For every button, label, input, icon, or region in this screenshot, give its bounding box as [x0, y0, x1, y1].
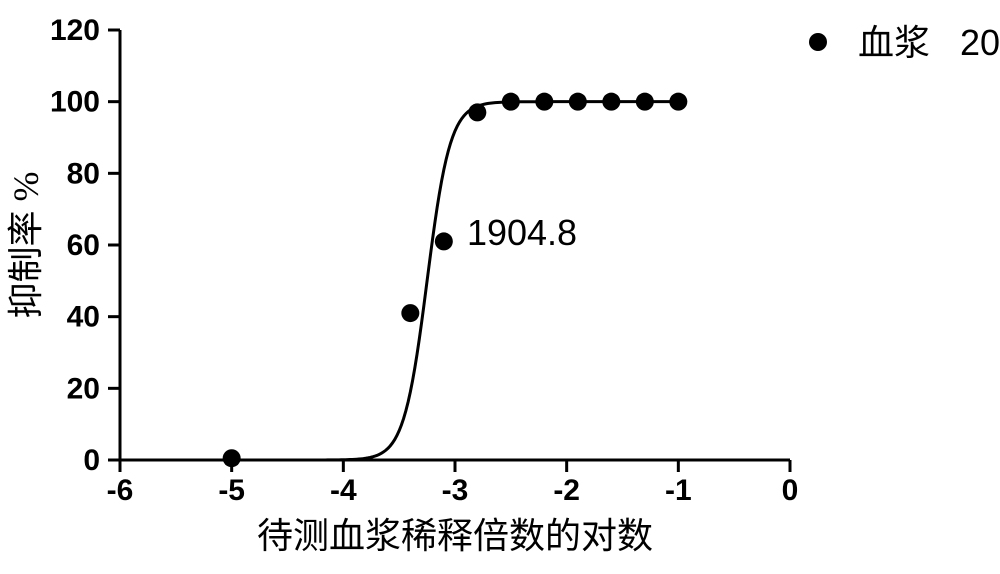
ic50-annotation: 1904.8 [467, 212, 577, 253]
x-tick-label: -6 [107, 474, 134, 507]
fit-curve [232, 102, 679, 460]
legend-marker-icon [809, 33, 827, 51]
x-tick-label: 0 [782, 474, 799, 507]
legend-label: 血浆 [858, 23, 930, 63]
x-tick-label: -3 [442, 474, 469, 507]
x-tick-label: -4 [330, 474, 357, 507]
y-axis-label: 抑制率 % [6, 172, 46, 319]
axes: -6 -5 -4 -3 -2 -1 0 0 20 40 60 80 100 120 [50, 14, 798, 507]
data-point [502, 93, 520, 111]
data-point [401, 304, 419, 322]
x-tick-label: -1 [665, 474, 692, 507]
y-tick-label: 20 [67, 372, 100, 405]
y-tick-label: 0 [83, 444, 100, 477]
data-point [223, 449, 241, 467]
y-tick-label: 60 [67, 229, 100, 262]
legend: 血浆 201 [809, 22, 1000, 63]
data-point [669, 93, 687, 111]
x-tick-label: -2 [553, 474, 580, 507]
data-point [468, 103, 486, 121]
legend-trailing-number: 201 [960, 22, 1000, 63]
data-point [435, 232, 453, 250]
x-axis-label: 待测血浆稀释倍数的对数 [257, 516, 653, 556]
y-tick-label: 80 [67, 157, 100, 190]
y-tick-label: 100 [50, 86, 100, 119]
data-points [223, 93, 688, 468]
data-point [535, 93, 553, 111]
y-tick-label: 120 [50, 14, 100, 47]
annotation: 1904.8 [467, 212, 577, 253]
x-tick-label: -5 [218, 474, 245, 507]
sigmoid-curve [232, 102, 679, 460]
data-point [636, 93, 654, 111]
y-tick-label: 40 [67, 301, 100, 334]
data-point [569, 93, 587, 111]
dose-response-chart: -6 -5 -4 -3 -2 -1 0 0 20 40 60 80 100 120 抑制率 % 待测血浆稀释… [0, 0, 1000, 574]
data-point [602, 93, 620, 111]
